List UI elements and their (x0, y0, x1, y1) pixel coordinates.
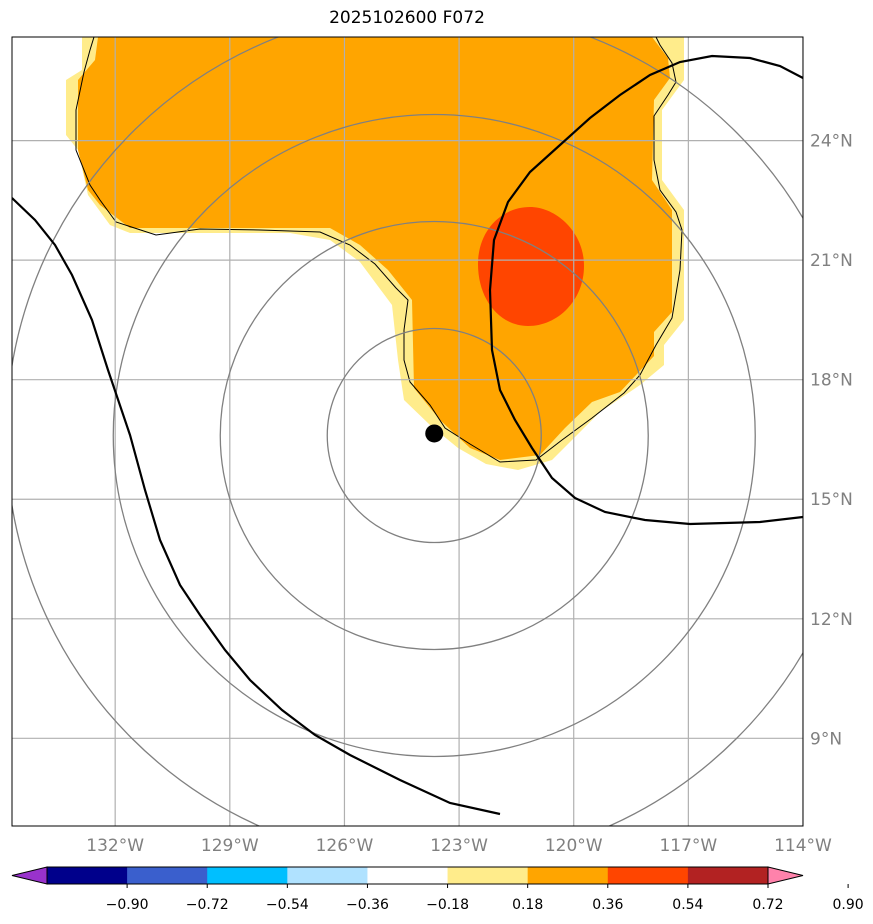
colorbar-segment-5 (447, 867, 529, 884)
lon-tick-label-3: 123°W (430, 836, 488, 856)
range-rings (12, 37, 803, 826)
longitude-tick-labels: 132°W 129°W 126°W 123°W 120°W 117°W 114°W (86, 836, 832, 856)
lat-tick-label-4: 12°N (810, 610, 853, 630)
colorbar-label-4: −0.18 (426, 897, 469, 913)
colorbar: −0.90 −0.72 −0.54 −0.36 −0.18 0.18 0.36 0.54 0.7… (11, 866, 864, 913)
colorbar-segment-6 (527, 867, 609, 884)
lat-tick-label-1: 21°N (810, 251, 853, 271)
range-ring-1 (219, 220, 649, 651)
colorbar-segment-2 (207, 867, 288, 884)
lon-tick-label-0: 132°W (86, 836, 144, 856)
map-title: 2025102600 F072 (329, 8, 485, 28)
shade-region-0-54-to-0-72 (478, 207, 584, 326)
storm-center-marker (425, 424, 444, 443)
thick-contour-east (488, 54, 803, 526)
range-ring-0 (326, 327, 542, 544)
colorbar-extend-min (11, 866, 48, 885)
lat-tick-label-5: 9°N (810, 729, 842, 749)
colorbar-segment-1 (127, 867, 208, 884)
lon-tick-label-4: 120°W (545, 836, 603, 856)
lon-tick-label-1: 129°W (201, 836, 259, 856)
latitude-tick-labels: 24°N 21°N 18°N 15°N 12°N 9°N (810, 132, 853, 750)
lat-lon-gridlines (12, 37, 803, 826)
lat-tick-label-3: 15°N (810, 490, 853, 510)
colorbar-outline (46, 866, 769, 885)
lat-tick-label-0: 24°N (810, 132, 853, 152)
thick-contour-west (12, 197, 501, 816)
colorbar-segment-0 (47, 867, 128, 884)
shaded-anomaly-field (66, 37, 684, 470)
colorbar-label-3: −0.36 (346, 897, 389, 913)
thin-contour-line (75, 37, 683, 463)
colorbar-segment-4 (367, 867, 449, 884)
colorbar-label-8: 0.72 (752, 897, 783, 913)
map-frame (11, 36, 804, 827)
lon-tick-label-2: 126°W (316, 836, 374, 856)
colorbar-segment-3 (287, 867, 368, 884)
colorbar-label-7: 0.54 (672, 897, 703, 913)
colorbar-label-0: −0.90 (106, 897, 149, 913)
colorbar-label-6: 0.36 (592, 897, 623, 913)
lat-tick-label-2: 18°N (810, 371, 853, 391)
shade-region-0-36-to-0-54 (78, 37, 672, 460)
range-ring-2 (112, 113, 756, 758)
colorbar-label-9: 0.90 (833, 897, 864, 913)
lon-tick-label-5: 117°W (659, 836, 717, 856)
colorbar-segment-8 (687, 867, 769, 884)
colorbar-segment-7 (607, 867, 689, 884)
lon-tick-label-6: 114°W (774, 836, 832, 856)
colorbar-label-1: −0.72 (186, 897, 229, 913)
colorbar-extend-max (767, 866, 804, 885)
colorbar-label-2: −0.54 (266, 897, 309, 913)
colorbar-label-5: 0.18 (512, 897, 543, 913)
